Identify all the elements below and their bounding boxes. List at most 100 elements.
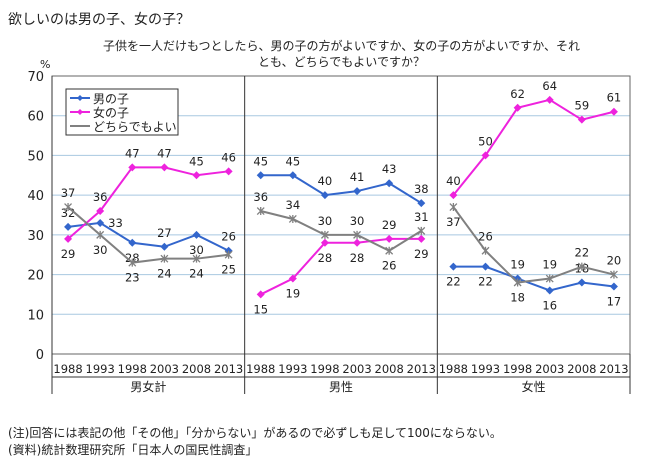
data-point xyxy=(192,230,201,239)
data-label: 30 xyxy=(350,214,365,228)
data-point xyxy=(64,222,73,231)
x-tick-label: 1988 xyxy=(439,362,468,376)
data-label: 45 xyxy=(189,154,204,168)
x-tick-label: 1988 xyxy=(246,362,275,376)
data-point xyxy=(577,262,586,271)
data-label: 45 xyxy=(253,154,268,168)
y-tick-label: 40 xyxy=(27,189,44,204)
data-label: 22 xyxy=(575,246,590,260)
x-tick-label: 1993 xyxy=(471,362,500,376)
data-point xyxy=(417,234,426,243)
data-label: 30 xyxy=(93,243,108,257)
data-label: 23 xyxy=(125,271,140,285)
x-tick-label: 2013 xyxy=(214,362,243,376)
data-point xyxy=(192,254,201,263)
data-label: 34 xyxy=(286,198,301,212)
x-tick-label: 1998 xyxy=(310,362,339,376)
x-tick-label: 1988 xyxy=(53,362,82,376)
data-label: 22 xyxy=(478,275,493,289)
series-line xyxy=(260,237,422,296)
data-point xyxy=(64,203,73,212)
y-tick-label: 20 xyxy=(27,269,44,284)
data-point xyxy=(417,226,426,235)
data-point xyxy=(353,230,362,239)
data-point xyxy=(545,274,554,283)
series-line xyxy=(453,265,615,292)
series-line xyxy=(67,166,229,240)
data-label: 17 xyxy=(607,294,622,308)
data-point xyxy=(160,242,169,251)
legend-label: 女の子 xyxy=(93,105,129,120)
data-point xyxy=(160,254,169,263)
data-point xyxy=(256,207,265,216)
data-label: 62 xyxy=(510,87,525,101)
data-label: 29 xyxy=(382,218,397,232)
x-tick-label: 2003 xyxy=(150,362,179,376)
data-point xyxy=(288,171,297,180)
data-label: 22 xyxy=(446,275,461,289)
data-label: 25 xyxy=(221,263,236,277)
data-label: 47 xyxy=(157,146,172,160)
data-point xyxy=(64,234,73,243)
data-label: 36 xyxy=(93,190,108,204)
data-label: 26 xyxy=(221,230,236,244)
legend-marker xyxy=(77,95,83,101)
data-label: 31 xyxy=(414,210,429,224)
data-point xyxy=(224,167,233,176)
legend-label: 男の子 xyxy=(93,92,129,106)
data-label: 43 xyxy=(382,162,397,176)
series-line xyxy=(452,206,615,284)
x-tick-label: 2008 xyxy=(375,362,404,376)
group-label: 男女計 xyxy=(130,379,166,394)
data-point xyxy=(288,214,297,223)
data-label: 61 xyxy=(607,91,622,105)
x-tick-label: 2013 xyxy=(407,362,436,376)
data-point xyxy=(385,234,394,243)
data-point xyxy=(353,238,362,247)
data-point xyxy=(128,258,137,267)
legend-marker xyxy=(77,109,83,115)
data-point xyxy=(353,187,362,196)
data-point xyxy=(481,246,490,255)
y-tick-label: 60 xyxy=(27,110,44,125)
page-title: 欲しいのは男の子、女の子？ xyxy=(8,12,190,28)
data-label: 45 xyxy=(286,154,301,168)
data-point xyxy=(513,278,522,287)
series-line xyxy=(260,174,422,204)
data-point xyxy=(96,230,105,239)
data-label: 41 xyxy=(350,170,365,184)
data-point xyxy=(288,274,297,283)
data-label: 38 xyxy=(414,182,429,196)
x-tick-label: 2003 xyxy=(342,362,371,376)
y-tick-label: 50 xyxy=(27,149,44,164)
data-point xyxy=(128,238,137,247)
data-label: 15 xyxy=(253,302,268,316)
footnote: (注)回答には表記の他「その他」「分からない」があるので必ずしも足して100にな… xyxy=(8,426,502,440)
x-tick-label: 1993 xyxy=(86,362,115,376)
data-label: 28 xyxy=(350,251,365,265)
y-tick-label: 70 xyxy=(27,70,44,85)
series-line xyxy=(452,98,615,196)
group-label: 男性 xyxy=(329,380,353,394)
data-label: 40 xyxy=(446,174,461,188)
data-point xyxy=(545,95,554,104)
data-label: 46 xyxy=(221,150,236,164)
data-point xyxy=(320,191,329,200)
data-label: 37 xyxy=(446,215,461,229)
data-label: 29 xyxy=(61,247,76,261)
data-point xyxy=(481,262,490,271)
data-point xyxy=(577,278,586,287)
data-point xyxy=(96,218,105,227)
data-label: 27 xyxy=(157,226,172,240)
data-label: 19 xyxy=(510,258,525,272)
x-tick-label: 1993 xyxy=(278,362,307,376)
data-point xyxy=(609,270,618,279)
data-label: 16 xyxy=(542,298,557,312)
data-label: 26 xyxy=(478,230,493,244)
data-point xyxy=(577,115,586,124)
legend-label: どちらでもよい xyxy=(93,120,177,134)
data-point xyxy=(224,250,233,259)
data-point xyxy=(417,199,426,208)
data-point xyxy=(449,203,458,212)
chart-title-line1: 子供を一人だけもつとしたら、男の子の方がよいですか、女の子の方がよいですか、それ xyxy=(102,39,581,53)
